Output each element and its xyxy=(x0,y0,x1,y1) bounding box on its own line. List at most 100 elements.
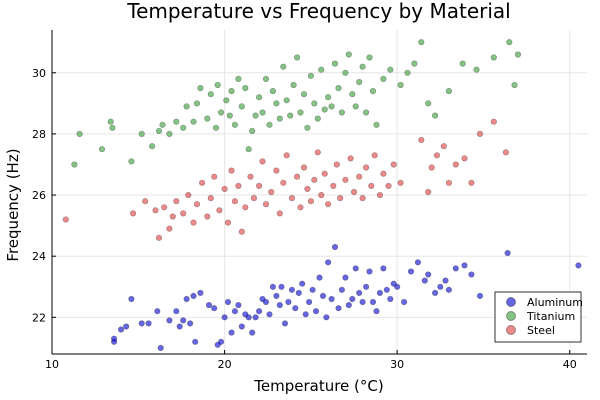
data-point xyxy=(299,280,306,287)
data-point xyxy=(295,289,302,297)
data-point xyxy=(311,176,318,183)
chart-title: Temperature vs Frequency by Material xyxy=(126,0,510,23)
data-point xyxy=(366,54,373,61)
data-point xyxy=(231,121,238,128)
data-point xyxy=(269,87,277,95)
data-point xyxy=(300,91,308,98)
data-point xyxy=(349,295,356,303)
data-point xyxy=(297,109,304,116)
data-point xyxy=(304,124,311,131)
data-point xyxy=(228,167,235,174)
data-point xyxy=(363,109,370,116)
data-point xyxy=(342,69,349,76)
data-point xyxy=(204,115,211,122)
data-point xyxy=(385,182,392,189)
data-point xyxy=(166,130,173,137)
data-point xyxy=(76,130,83,137)
data-point xyxy=(304,185,311,192)
data-point xyxy=(359,298,366,306)
data-point xyxy=(314,149,321,156)
data-point xyxy=(159,121,166,128)
data-point xyxy=(173,308,180,315)
data-point xyxy=(238,228,245,235)
data-point xyxy=(476,292,484,300)
data-point xyxy=(306,298,313,306)
data-point xyxy=(228,329,235,336)
data-point xyxy=(383,286,390,293)
data-point xyxy=(316,274,323,281)
data-point xyxy=(62,216,69,223)
data-point xyxy=(418,39,425,46)
data-point xyxy=(285,298,292,306)
data-point xyxy=(411,60,418,67)
data-point xyxy=(319,292,327,300)
data-point xyxy=(342,176,349,183)
data-point xyxy=(363,283,370,290)
y-tick-label: 22 xyxy=(32,311,46,324)
data-point xyxy=(425,100,432,107)
y-tick-label: 30 xyxy=(32,67,46,80)
data-point xyxy=(380,170,387,177)
data-point xyxy=(414,259,422,266)
data-point xyxy=(397,179,404,186)
data-point xyxy=(376,192,384,199)
data-point xyxy=(490,118,497,125)
data-point xyxy=(211,305,218,312)
data-point xyxy=(309,286,316,293)
data-point xyxy=(205,302,213,309)
data-point xyxy=(216,207,223,214)
data-point xyxy=(149,143,156,150)
data-point xyxy=(117,326,125,333)
x-tick-label: 30 xyxy=(390,358,404,371)
data-point xyxy=(373,308,380,315)
data-point xyxy=(123,323,130,330)
data-point xyxy=(288,286,296,293)
data-point xyxy=(221,185,228,192)
data-point xyxy=(307,72,315,79)
data-point xyxy=(356,78,363,86)
series-titanium xyxy=(71,39,522,168)
legend-label: Aluminum xyxy=(527,296,583,309)
data-point xyxy=(142,198,149,205)
data-point xyxy=(307,198,315,205)
data-point xyxy=(325,94,332,101)
data-point xyxy=(514,51,522,58)
data-point xyxy=(273,292,280,300)
data-point xyxy=(214,81,221,89)
data-point xyxy=(266,121,273,128)
data-point xyxy=(352,103,359,110)
data-point xyxy=(252,112,259,119)
data-point xyxy=(369,87,377,95)
data-point xyxy=(190,118,197,125)
data-point xyxy=(432,112,439,119)
data-point xyxy=(418,136,425,144)
data-point xyxy=(283,152,290,159)
data-point xyxy=(145,320,152,327)
data-point xyxy=(231,198,238,205)
data-point xyxy=(224,298,232,306)
series-steel xyxy=(62,118,510,241)
y-tick-label: 24 xyxy=(32,250,46,263)
data-point xyxy=(323,314,330,321)
data-point xyxy=(247,173,254,180)
data-point xyxy=(404,69,411,76)
data-point xyxy=(283,97,290,104)
x-tick-label: 40 xyxy=(563,358,577,371)
data-point xyxy=(235,182,242,189)
data-point xyxy=(294,173,301,180)
data-point xyxy=(193,201,201,208)
data-point xyxy=(245,314,252,321)
data-point xyxy=(192,338,199,345)
data-point xyxy=(468,271,475,278)
x-tick-label: 20 xyxy=(218,358,232,371)
grid xyxy=(51,30,587,354)
data-point xyxy=(242,204,249,211)
data-point xyxy=(407,268,415,275)
data-point xyxy=(238,103,245,110)
data-point xyxy=(369,298,377,306)
data-point xyxy=(235,302,242,309)
data-points xyxy=(62,39,582,352)
data-point xyxy=(259,109,266,116)
